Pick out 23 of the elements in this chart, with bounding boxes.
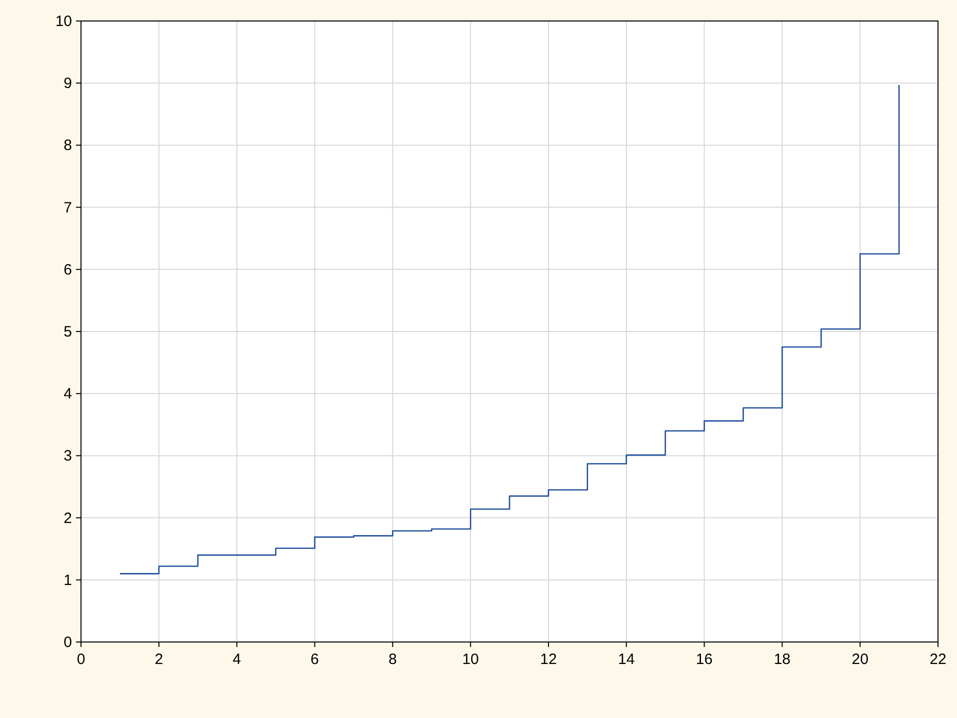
y-tick-label: 9 [64,75,72,92]
x-tick-label: 0 [76,651,86,668]
y-tick-label: 0 [64,634,72,651]
x-tick-label: 18 [774,651,791,668]
x-tick-label: 6 [310,651,319,668]
y-tick-label: 1 [64,572,72,589]
x-tick-label: 12 [540,651,557,668]
y-tick-label: 5 [64,324,72,340]
y-tick-label: 2 [64,510,72,527]
x-tick-label: 16 [696,651,713,668]
x-tick-label: 14 [618,651,635,668]
x-tick-label: 22 [930,651,946,668]
y-tick-label: 8 [64,137,72,154]
y-tick-label: 7 [64,199,72,216]
y-tick-label: 4 [64,386,72,403]
x-tick-label: 10 [462,651,479,668]
x-tick-label: 20 [852,651,868,668]
x-tick-label: 8 [388,651,397,668]
y-tick-label: 10 [55,13,72,30]
y-tick-label: 3 [64,448,72,465]
x-tick-label: 4 [232,651,241,668]
x-tick-label: 2 [154,651,164,668]
y-tick-label: 6 [64,261,72,278]
